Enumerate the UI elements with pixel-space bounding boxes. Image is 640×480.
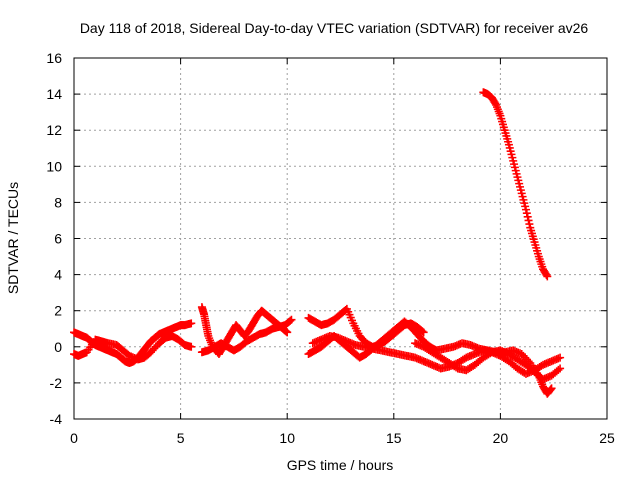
y-tick-label: -2	[50, 375, 63, 391]
data-point	[418, 327, 427, 336]
x-tick-label: 5	[177, 430, 185, 446]
y-tick-label: 16	[46, 50, 62, 66]
series-segment-1	[70, 319, 196, 368]
x-tick-label: 25	[599, 430, 615, 446]
data-point	[286, 316, 295, 325]
data-point	[524, 216, 533, 225]
y-tick-label: 2	[54, 303, 62, 319]
series-segment-10	[479, 88, 552, 281]
tick-labels: 0 5 10 15 20 25 -4 -2 0 2 4 6 8 10 12 14 16	[46, 50, 615, 446]
data-point	[542, 270, 551, 279]
data-point	[556, 353, 565, 362]
x-tick-label: 20	[493, 430, 509, 446]
data-point	[419, 328, 428, 337]
y-tick-label: 0	[54, 339, 62, 355]
data-point	[187, 319, 196, 328]
y-tick-label: 6	[54, 231, 62, 247]
y-tick-label: 4	[54, 267, 62, 283]
data-point	[556, 364, 565, 373]
y-axis-label: SDTVAR / TECUs	[5, 182, 21, 294]
data-point	[491, 99, 500, 108]
y-tick-label: 8	[54, 194, 62, 210]
data-point	[187, 342, 196, 351]
x-axis-label: GPS time / hours	[287, 457, 394, 473]
series-segment-2	[70, 331, 196, 364]
data-point	[522, 209, 531, 218]
y-tick-label: 12	[46, 122, 62, 138]
chart-title: Day 118 of 2018, Sidereal Day-to-day VTE…	[80, 20, 589, 36]
data-point	[524, 357, 533, 366]
y-tick-label: -4	[50, 411, 63, 427]
x-tick-label: 0	[70, 430, 78, 446]
data-point	[554, 365, 563, 374]
data-point	[287, 315, 296, 324]
series-segment-3	[197, 303, 292, 359]
series-segment-4	[197, 315, 296, 357]
x-tick-label: 10	[279, 430, 295, 446]
data-point	[283, 328, 292, 337]
y-tick-label: 14	[46, 86, 62, 102]
data-point	[523, 212, 532, 221]
series-segment-9	[432, 339, 556, 398]
data-point	[525, 220, 534, 229]
x-tick-label: 15	[386, 430, 402, 446]
plot-frame	[73, 57, 608, 420]
data-point	[521, 205, 530, 214]
data-points	[70, 88, 565, 398]
data-point	[547, 384, 556, 393]
data-point	[543, 272, 552, 281]
data-point	[546, 385, 555, 394]
y-tick-label: 10	[46, 158, 62, 174]
